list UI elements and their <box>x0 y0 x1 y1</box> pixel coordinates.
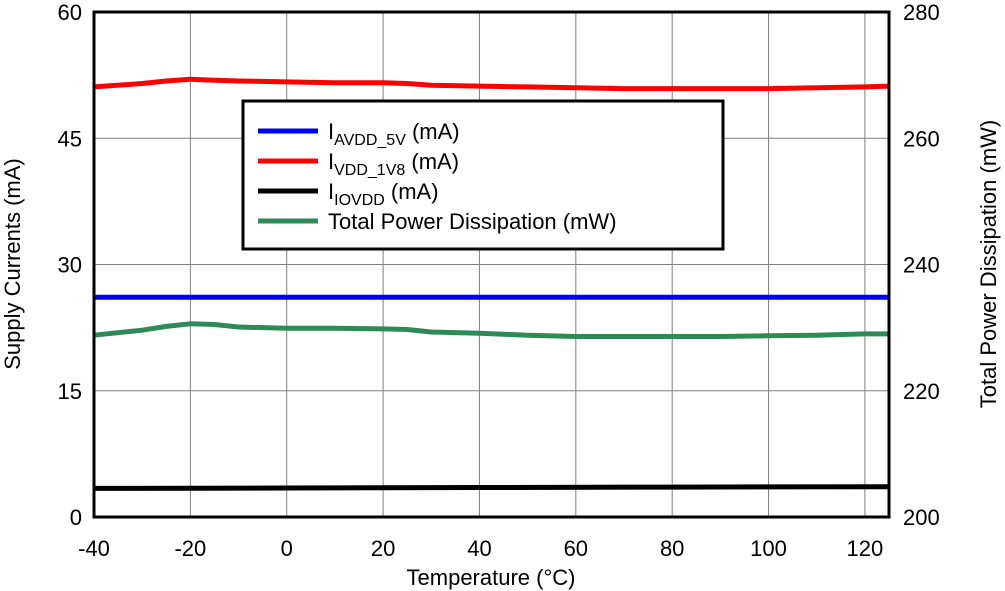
x-tick-labels: -40 -20 0 20 40 60 80 100 120 <box>78 536 883 561</box>
x-tick-label: 0 <box>281 536 293 561</box>
y-tick-labels: 0 15 30 45 60 <box>58 0 82 530</box>
grid-lines <box>94 12 889 517</box>
x-tick-label: 20 <box>371 536 395 561</box>
legend-box <box>241 99 725 251</box>
y2-tick-label: 220 <box>903 379 940 404</box>
y-tick-label: 15 <box>58 379 82 404</box>
y2-tick-label: 280 <box>903 0 940 25</box>
y2-tick-label: 200 <box>903 505 940 530</box>
x-axis-title: Temperature (°C) <box>407 565 576 590</box>
legend-label: IAVDD_5V (mA) <box>328 119 460 149</box>
x-tick-label: 120 <box>847 536 884 561</box>
x-tick-label: -40 <box>78 536 110 561</box>
x-tick-label: 60 <box>564 536 588 561</box>
series-line-2 <box>93 484 890 491</box>
y2-tick-label: 260 <box>903 126 940 151</box>
y2-tick-labels: 200 220 240 260 280 <box>903 0 940 530</box>
series-line-3 <box>93 321 889 339</box>
x-tick-label: -20 <box>174 536 206 561</box>
series-layer <box>93 76 890 491</box>
x-tick-label: 80 <box>660 536 684 561</box>
x-tick-label: 100 <box>750 536 787 561</box>
y-axis-title: Supply Currents (mA) <box>0 158 25 370</box>
y-tick-label: 45 <box>58 126 82 151</box>
legend: IAVDD_5V (mA)IVDD_1V8 (mA)IIOVDD (mA)Tot… <box>241 99 725 251</box>
y-tick-label: 60 <box>58 0 82 25</box>
plot-frame <box>92 10 891 519</box>
y-tick-label: 0 <box>70 505 82 530</box>
legend-label: IVDD_1V8 (mA) <box>328 149 459 179</box>
legend-label: IIOVDD (mA) <box>328 179 439 209</box>
y-tick-label: 30 <box>58 253 82 278</box>
x-tick-label: 40 <box>467 536 491 561</box>
legend-label: Total Power Dissipation (mW) <box>328 209 617 234</box>
y2-axis-title: Total Power Dissipation (mW) <box>976 120 1001 409</box>
series-line-1 <box>93 76 890 92</box>
y2-tick-label: 240 <box>903 253 940 278</box>
